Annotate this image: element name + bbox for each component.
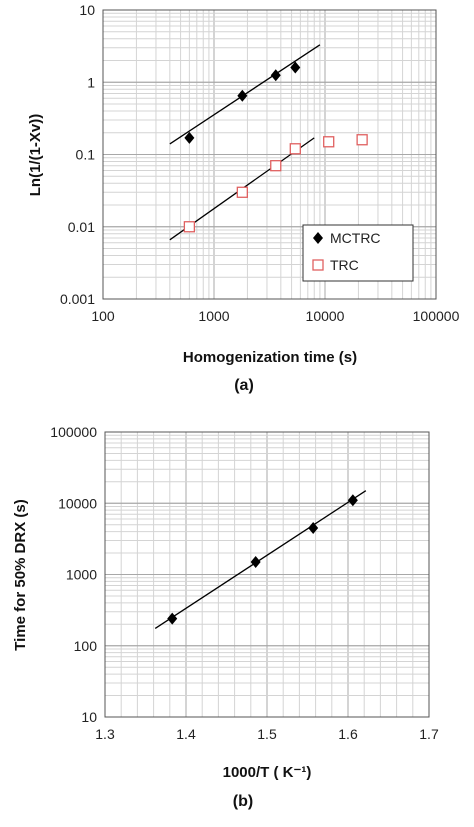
x-tick-label: 1.4 xyxy=(176,726,196,742)
data-point-square xyxy=(289,143,301,155)
x-tick-label: 100000 xyxy=(413,308,460,324)
data-point-diamond xyxy=(270,69,281,82)
y-tick-label: 0.01 xyxy=(68,219,95,235)
panel-b-gridlines xyxy=(104,431,430,718)
panel-b-x-axis-label: 1000/T ( K⁻¹) xyxy=(223,764,312,781)
panel-b-y-axis-label: Time for 50% DRX (s) xyxy=(12,499,29,650)
legend-trc-marker xyxy=(312,259,324,271)
y-tick-label: 100 xyxy=(74,638,98,654)
y-tick-label: 0.1 xyxy=(76,147,96,163)
panel-a-data-points xyxy=(183,61,368,233)
data-point-diamond xyxy=(184,131,195,144)
x-tick-label: 1.3 xyxy=(95,726,115,742)
panel-b-tick-labels: 1.3 1.4 1.5 1.6 1.7 10 100 1000 10000 100000 xyxy=(50,424,439,742)
y-tick-label: 1 xyxy=(87,74,95,90)
x-tick-label: 1.6 xyxy=(338,726,358,742)
data-point-diamond xyxy=(290,61,301,74)
panel-b-caption: (b) xyxy=(233,793,253,810)
panel-a-x-axis-label: Homogenization time (s) xyxy=(183,349,357,366)
data-point-square xyxy=(356,134,368,146)
legend-mctrc-marker xyxy=(313,232,323,244)
data-point-diamond xyxy=(250,555,261,568)
data-point-square xyxy=(183,221,196,233)
x-tick-label: 1.7 xyxy=(419,726,439,742)
x-tick-label: 10000 xyxy=(306,308,345,324)
trendline-series-0 xyxy=(154,490,367,629)
panel-a-legend: MCTRC TRC xyxy=(302,224,414,282)
panel-b-trendlines xyxy=(154,490,367,629)
panel-a-tick-labels: 100 1000 10000 100000 0.001 0.01 0.1 1 10 xyxy=(60,2,460,324)
y-tick-label: 10 xyxy=(81,709,97,725)
panel-a-chart: 100 1000 10000 100000 0.001 0.01 0.1 1 10 MCTRC … xyxy=(27,2,460,394)
y-tick-label: 10 xyxy=(79,2,95,18)
data-point-square xyxy=(323,136,335,148)
data-point-diamond xyxy=(347,494,358,507)
x-tick-label: 100 xyxy=(91,308,115,324)
panel-b-chart: 1.3 1.4 1.5 1.6 1.7 10 100 1000 10000 100000 1000… xyxy=(12,424,439,810)
panel-a-y-axis-label: Ln(1/(1-Xv)) xyxy=(27,114,44,197)
x-tick-label: 1000 xyxy=(198,308,229,324)
y-tick-label: 10000 xyxy=(58,495,97,511)
legend-mctrc-label: MCTRC xyxy=(330,230,381,246)
panel-a-caption: (a) xyxy=(234,377,254,394)
legend-trc-label: TRC xyxy=(330,257,359,273)
panel-b-plot-border xyxy=(104,431,430,718)
data-point-diamond xyxy=(237,89,248,102)
y-tick-label: 0.001 xyxy=(60,291,95,307)
panel-b-data-points xyxy=(167,494,358,625)
panel-a-plot-border xyxy=(102,9,437,300)
data-point-diamond xyxy=(308,521,319,534)
data-point-square xyxy=(236,186,248,198)
y-tick-label: 100000 xyxy=(50,424,97,440)
data-point-square xyxy=(270,160,282,172)
y-tick-label: 1000 xyxy=(66,567,97,583)
x-tick-label: 1.5 xyxy=(257,726,277,742)
legend-box xyxy=(302,224,414,282)
data-point-diamond xyxy=(167,612,178,625)
